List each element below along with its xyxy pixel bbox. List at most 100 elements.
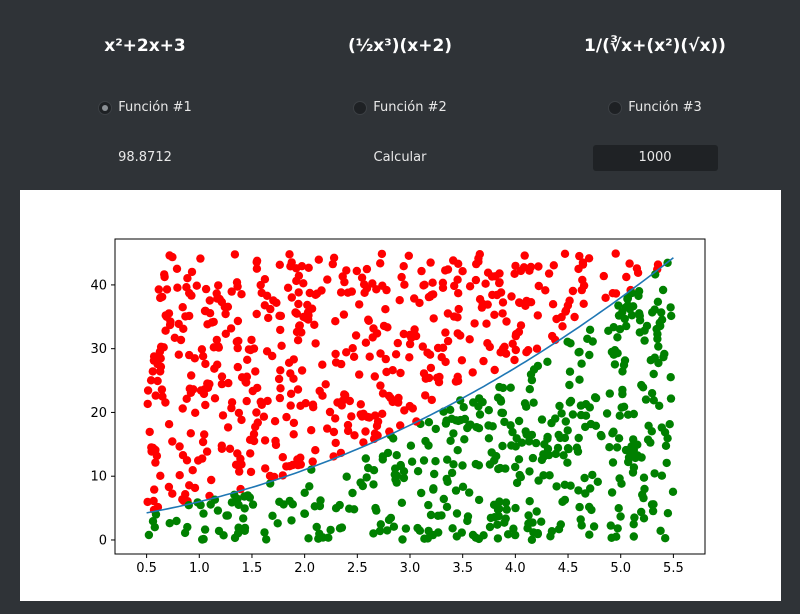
point-above: [533, 311, 542, 320]
radio-indicator[interactable]: [353, 100, 368, 115]
point-below: [233, 494, 242, 504]
point-above: [308, 457, 317, 466]
point-above: [498, 298, 508, 307]
point-below: [196, 500, 205, 510]
point-below: [516, 473, 525, 482]
point-above: [443, 265, 453, 274]
point-above: [376, 381, 385, 390]
point-below: [493, 534, 503, 543]
point-below: [588, 470, 597, 480]
point-below: [430, 469, 439, 479]
radio-function-1[interactable]: Función #1: [98, 100, 192, 115]
point-above: [292, 309, 302, 318]
point-above: [417, 266, 426, 276]
point-below: [617, 403, 626, 412]
point-above: [183, 274, 192, 283]
point-below: [646, 356, 655, 365]
point-below: [431, 424, 440, 434]
x-tick-label: 1.5: [242, 561, 263, 576]
point-above: [359, 438, 368, 447]
calculate-button[interactable]: Calcular: [373, 150, 427, 165]
point-above: [323, 275, 332, 284]
radio-function-3[interactable]: Función #3: [608, 100, 702, 115]
radio-indicator[interactable]: [608, 100, 623, 115]
point-above: [236, 454, 245, 463]
point-below: [424, 500, 433, 510]
point-above: [282, 462, 291, 471]
point-above: [232, 278, 242, 287]
point-above: [495, 278, 504, 287]
point-above: [426, 363, 436, 373]
point-below: [463, 516, 472, 526]
point-above: [225, 444, 235, 453]
point-below: [326, 525, 335, 535]
point-below: [653, 297, 663, 306]
point-below: [529, 528, 538, 537]
point-above: [199, 389, 209, 399]
radio-function-2-label[interactable]: Función #2: [373, 100, 447, 115]
point-above: [577, 285, 586, 295]
point-above: [481, 279, 490, 288]
radio-indicator-checked[interactable]: [98, 100, 113, 115]
point-below: [649, 396, 658, 405]
point-below: [577, 359, 586, 368]
point-above: [361, 427, 370, 436]
point-above: [271, 436, 280, 446]
point-below: [546, 532, 555, 541]
point-below: [557, 409, 566, 418]
point-above: [471, 275, 481, 285]
point-below: [656, 526, 665, 535]
point-below: [616, 512, 625, 521]
point-above: [407, 333, 416, 342]
point-above: [176, 335, 186, 345]
point-below: [214, 526, 224, 536]
point-above: [294, 288, 303, 297]
point-above: [293, 336, 303, 345]
point-above: [242, 378, 251, 387]
point-above: [347, 287, 356, 296]
x-tick-label: 2.5: [347, 561, 368, 576]
point-below: [629, 520, 638, 529]
point-below: [448, 524, 457, 533]
point-below: [318, 533, 328, 542]
point-above: [282, 412, 291, 422]
point-above: [164, 309, 174, 318]
radio-function-3-label[interactable]: Función #3: [628, 100, 702, 115]
points-count-input[interactable]: [592, 145, 718, 171]
point-below: [647, 500, 657, 509]
point-above: [488, 290, 497, 300]
point-above: [450, 281, 459, 291]
point-below: [525, 467, 534, 476]
point-below: [572, 443, 582, 452]
point-above: [437, 353, 446, 362]
point-below: [629, 302, 638, 311]
point-below: [304, 534, 313, 543]
point-below: [574, 486, 583, 495]
point-above: [272, 298, 281, 307]
point-below: [514, 416, 524, 426]
point-below: [526, 370, 536, 379]
point-below: [424, 418, 434, 427]
point-below: [451, 486, 461, 495]
point-above: [289, 430, 298, 439]
point-below: [431, 457, 440, 466]
point-below: [649, 369, 658, 379]
radio-function-1-label[interactable]: Función #1: [118, 100, 192, 115]
point-below: [523, 524, 532, 533]
point-below: [589, 522, 599, 531]
point-below: [484, 434, 494, 443]
point-above: [221, 329, 230, 338]
radio-function-2[interactable]: Función #2: [353, 100, 447, 115]
point-above: [311, 290, 320, 299]
point-above: [453, 329, 462, 338]
y-tick-label: 0: [99, 533, 107, 548]
point-above: [453, 376, 463, 386]
point-below: [668, 487, 678, 496]
point-below: [419, 456, 429, 465]
point-above: [249, 344, 259, 353]
point-above: [352, 266, 361, 276]
point-above: [381, 354, 390, 364]
point-below: [551, 449, 560, 459]
point-above: [304, 263, 313, 272]
point-above: [221, 309, 230, 319]
